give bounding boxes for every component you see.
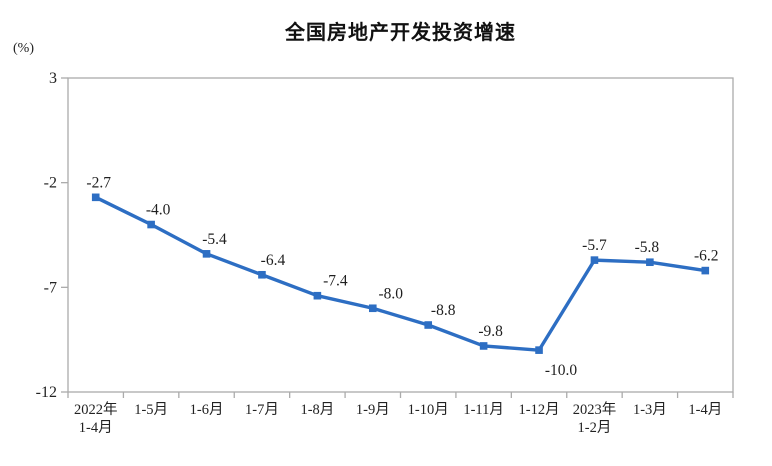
y-axis-unit-label: (%) bbox=[13, 41, 34, 56]
y-tick-label: -12 bbox=[36, 384, 57, 401]
data-point-label: -5.8 bbox=[635, 239, 660, 256]
x-tick-label: 1-3月 bbox=[633, 402, 667, 418]
x-tick-label: 2023年 bbox=[573, 401, 617, 418]
data-point-label: -7.4 bbox=[323, 273, 348, 290]
y-tick-label: -2 bbox=[44, 175, 57, 192]
data-point-marker bbox=[646, 258, 654, 267]
data-point-marker bbox=[424, 321, 433, 329]
data-point-marker bbox=[147, 220, 155, 229]
x-tick-label: 1-12月 bbox=[518, 402, 559, 418]
x-tick-label: 1-9月 bbox=[356, 402, 390, 418]
chart-line bbox=[94, 195, 707, 352]
data-point-label: -9.8 bbox=[478, 323, 503, 340]
data-point-label: -2.7 bbox=[86, 174, 111, 191]
data-point-marker bbox=[368, 304, 377, 313]
x-tick-label: 1-7月 bbox=[245, 402, 279, 418]
data-point-marker bbox=[202, 250, 211, 258]
x-tick-label: 1-5月 bbox=[134, 402, 168, 418]
data-point-label: -8.8 bbox=[431, 302, 456, 319]
data-point-marker bbox=[535, 346, 543, 354]
data-point-label: -6.2 bbox=[694, 248, 719, 265]
data-point-label: -6.4 bbox=[261, 252, 286, 269]
y-tick-label: 3 bbox=[49, 70, 57, 87]
data-point-marker bbox=[313, 291, 322, 300]
x-tick-label: 2022年 bbox=[74, 401, 118, 418]
chart-title: 全国房地产开发投资增速 bbox=[285, 22, 516, 44]
data-point-label: -5.4 bbox=[202, 231, 227, 248]
x-tick-label: 1-10月 bbox=[408, 402, 449, 418]
data-point-label: -8.0 bbox=[379, 285, 404, 302]
x-tick-label: 1-4月 bbox=[688, 402, 722, 418]
data-point-marker bbox=[701, 266, 710, 275]
data-point-label: -4.0 bbox=[146, 202, 171, 219]
data-point-marker bbox=[590, 256, 599, 264]
data-point-marker bbox=[258, 270, 266, 279]
data-point-marker bbox=[91, 193, 100, 202]
data-point-marker bbox=[479, 342, 488, 350]
data-point-label: -5.7 bbox=[582, 237, 607, 254]
x-tick-label: 1-6月 bbox=[190, 402, 224, 418]
x-tick-label: 1-8月 bbox=[300, 402, 334, 418]
x-tick-label: 1-2月 bbox=[578, 420, 612, 436]
data-point-label: -10.0 bbox=[545, 362, 578, 379]
y-tick-label: -7 bbox=[44, 279, 57, 296]
x-tick-label: 1-11月 bbox=[463, 402, 504, 418]
x-tick-label: 1-4月 bbox=[79, 420, 113, 436]
